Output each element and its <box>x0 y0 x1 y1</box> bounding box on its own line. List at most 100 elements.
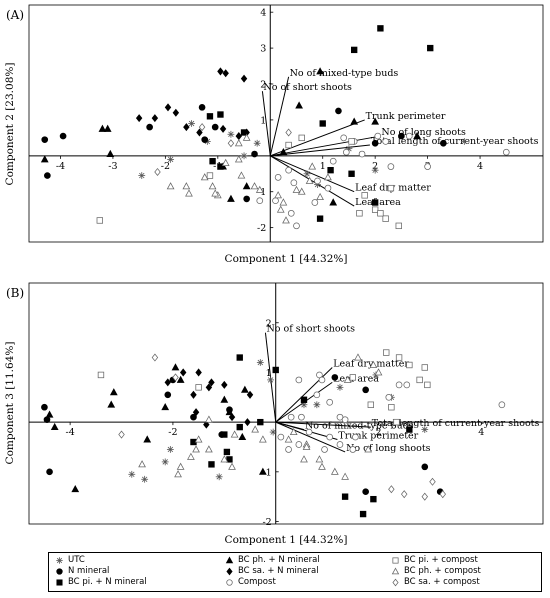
panel-a: (A) Component 1 [44.32%] Component 2 [23… <box>4 4 544 265</box>
data-point-triangle-open <box>369 360 378 368</box>
loading-vector-label: No of short shoots <box>266 324 355 335</box>
data-point-star <box>313 401 321 409</box>
y-tick-label: -1 <box>262 467 271 478</box>
data-point-circle-filled <box>41 136 49 143</box>
data-point-triangle-filled <box>225 407 234 416</box>
data-point-circle-open <box>349 446 357 453</box>
loading-vector-label: Leaf area <box>333 373 379 384</box>
data-point-circle-open <box>285 166 292 174</box>
data-point-triangle-filled <box>220 395 229 403</box>
loading-vector <box>261 91 271 156</box>
data-point-circle-filled <box>331 374 339 381</box>
data-point-square-filled <box>348 170 355 177</box>
data-point-star <box>215 473 223 481</box>
data-point-circle-filled <box>251 150 258 158</box>
data-point-star <box>256 359 264 366</box>
data-point-circle-open <box>403 381 411 389</box>
legend-label: Compost <box>238 577 276 587</box>
data-point-triangle-open <box>250 182 259 190</box>
data-point-square-open <box>388 404 395 411</box>
data-point-square-filled <box>236 423 243 431</box>
legend-item: UTC <box>55 555 85 566</box>
data-point-triangle-open <box>205 445 213 453</box>
data-point-circle-open <box>387 163 395 170</box>
data-point-diamond-filled <box>219 124 227 133</box>
data-point-star <box>128 470 136 478</box>
data-point-square-filled <box>208 461 215 468</box>
data-point-star <box>240 152 248 160</box>
data-point-square-filled <box>257 418 264 426</box>
data-point-square-open <box>356 210 363 217</box>
data-point-diamond-open <box>421 492 428 501</box>
data-point-star <box>371 166 379 174</box>
data-point-square-filled <box>371 199 379 206</box>
data-point-triangle-open <box>208 182 217 190</box>
panel-a-plot-frame <box>28 4 544 243</box>
loading-vector-label: No of mixed-type buds <box>290 68 399 79</box>
data-point-square-filled <box>427 44 434 52</box>
data-point-triangle-open <box>255 185 264 193</box>
loading-vector-label: No of long shoots <box>346 443 431 454</box>
data-point-triangle-filled <box>109 388 118 396</box>
data-point-square-open <box>406 361 413 369</box>
data-point-triangle-filled <box>45 410 54 418</box>
data-point-triangle-filled <box>350 117 359 125</box>
loading-vector-label: No of short shoots <box>263 82 352 93</box>
data-point-triangle-open <box>234 139 243 147</box>
data-point-square-open <box>424 381 431 389</box>
legend-item: BC pi. + compost <box>391 555 478 566</box>
data-point-circle-open <box>342 148 350 156</box>
data-point-diamond-filled <box>164 103 172 112</box>
data-point-triangle-open <box>354 353 362 361</box>
panel-a-points <box>40 25 510 230</box>
data-point-circle-open <box>502 148 510 156</box>
data-point-diamond-filled <box>222 69 229 78</box>
data-point-square-open <box>206 172 214 179</box>
loading-vector <box>270 119 365 157</box>
data-point-square-filled <box>221 431 228 438</box>
data-point-triangle-open <box>174 470 182 478</box>
data-point-triangle-open <box>251 425 260 433</box>
panel-b-xlabel: Component 1 [44.32%] <box>225 534 348 546</box>
legend-label: BC sa. + N mineral <box>238 566 319 576</box>
data-point-triangle-filled <box>227 194 235 202</box>
data-point-triangle-open <box>258 435 267 443</box>
data-point-triangle-open <box>282 216 290 224</box>
data-point-square-filled <box>327 166 334 174</box>
data-point-circle-filled <box>362 488 369 496</box>
data-point-square-open <box>387 184 395 192</box>
x-tick-label: 4 <box>477 161 483 172</box>
data-point-diamond-filled <box>164 378 171 387</box>
data-point-circle-filled <box>59 132 67 140</box>
loading-vector <box>270 144 370 157</box>
data-point-square-open <box>285 141 292 149</box>
data-point-triangle-open <box>343 375 352 383</box>
panel-b-vectors: No of short shoots Leaf dry matter Leaf ar… <box>264 324 539 454</box>
data-point-square-open <box>96 217 103 224</box>
legend-label: BC sa. + compost <box>404 577 480 587</box>
data-point-circle-open <box>321 446 328 453</box>
legend-label: N mineral <box>68 566 110 576</box>
data-point-diamond-filled <box>221 380 228 389</box>
data-point-circle-open <box>314 177 321 185</box>
data-point-circle-open <box>326 398 334 406</box>
y-tick-label: 1 <box>266 368 272 379</box>
y-tick-label: 2 <box>260 80 266 91</box>
x-tick-label: 2 <box>372 161 378 172</box>
data-point-triangle-open <box>176 462 185 470</box>
data-point-circle-open <box>295 376 303 384</box>
data-point-circle-open <box>313 391 321 399</box>
data-point-square-filled <box>319 120 326 127</box>
data-point-triangle-open <box>220 455 229 463</box>
data-point-triangle-filled <box>71 485 80 493</box>
data-point-triangle-filled <box>107 400 116 408</box>
data-point-circle-filled <box>335 107 342 115</box>
data-point-circle-filled <box>201 136 209 143</box>
data-point-square-open <box>367 401 374 408</box>
data-point-square-filled <box>236 354 243 361</box>
data-point-triangle-filled <box>241 385 249 393</box>
data-point-triangle-filled <box>171 363 180 371</box>
data-point-square-open <box>416 376 423 384</box>
panel-b-label: (B) <box>6 286 24 300</box>
data-point-circle-open <box>298 413 305 421</box>
